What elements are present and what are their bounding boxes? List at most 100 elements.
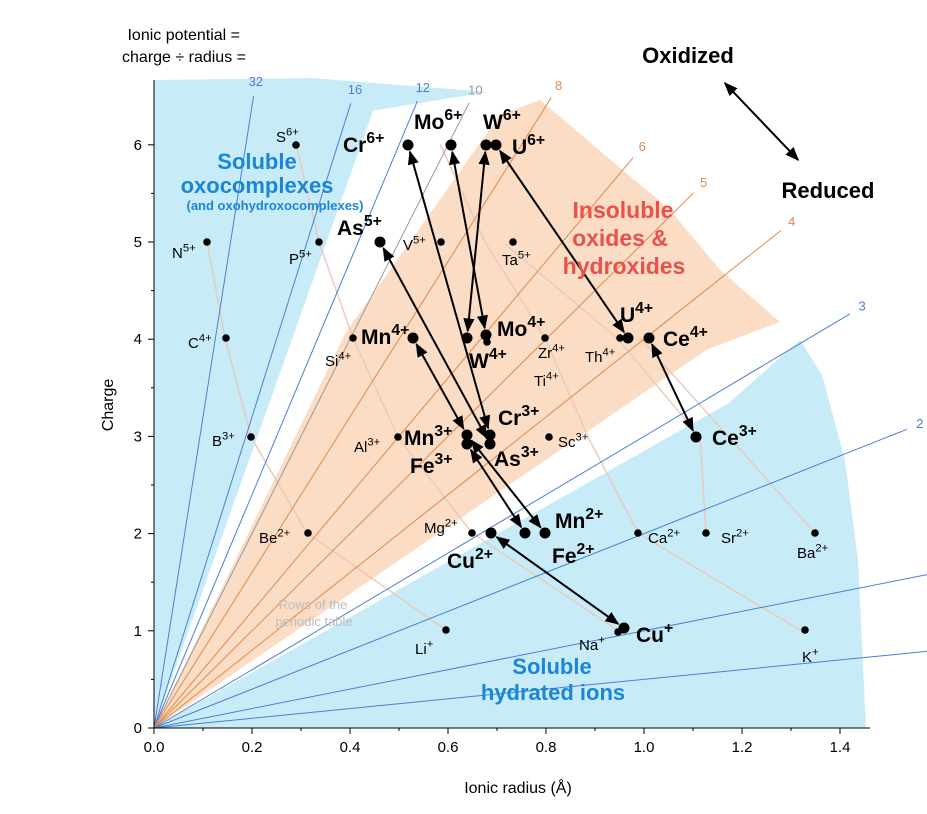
redox-arrow-Ce4-Ce3 xyxy=(651,343,694,432)
point-sr-2plus xyxy=(702,529,710,537)
point-n-5plus xyxy=(203,238,211,246)
label-charge: 3+ xyxy=(435,451,453,468)
label-element: Mn xyxy=(361,326,391,349)
point-ce-4plus xyxy=(643,332,655,344)
label-charge: 2+ xyxy=(445,518,458,530)
label-element: U xyxy=(620,304,635,327)
label-charge: 3+ xyxy=(367,437,380,449)
point-ba-2plus xyxy=(811,529,819,537)
point-li-plus xyxy=(442,626,450,634)
potential-label-12: 12 xyxy=(416,80,430,95)
x-axis-title: Ionic radius (Å) xyxy=(464,778,572,797)
y-tick-label: 6 xyxy=(134,137,142,154)
point-s-6plus xyxy=(292,141,300,149)
label-as-5plus: As5+ xyxy=(337,213,382,240)
potential-label-8: 8 xyxy=(555,78,562,93)
label-element: Fe xyxy=(552,545,577,568)
redox-arrow-U6-U4 xyxy=(499,149,625,334)
label-element: Mn xyxy=(404,427,434,450)
label-mo-6plus: Mo6+ xyxy=(414,107,462,134)
label-element: U xyxy=(512,136,527,159)
label-element: Zr xyxy=(538,345,552,362)
label-sr-2plus: Sr2+ xyxy=(721,528,749,547)
potential-label-16: 16 xyxy=(348,82,362,97)
label-cr-6plus: Cr6+ xyxy=(343,130,384,157)
label-mg-2plus: Mg2+ xyxy=(424,518,458,537)
label-charge: 4+ xyxy=(391,322,409,339)
legend-oxidized: Oxidized xyxy=(642,43,734,68)
potential-label-6: 6 xyxy=(639,139,646,154)
label-charge: 4+ xyxy=(690,324,708,341)
label-ca-2plus: Ca2+ xyxy=(648,528,680,547)
y-tick-label: 3 xyxy=(134,428,142,445)
label-charge: 5+ xyxy=(413,235,426,247)
region-oxo-title: Soluble xyxy=(217,149,296,174)
label-element: Th xyxy=(585,349,603,366)
point-mg-2plus xyxy=(468,529,476,537)
x-tick-label: 0.6 xyxy=(438,739,459,756)
y-tick-label: 1 xyxy=(134,623,142,640)
label-element: W xyxy=(469,350,489,373)
label-element: Ce xyxy=(663,328,690,351)
y-tick-label: 0 xyxy=(134,720,142,737)
point-cr-6plus xyxy=(402,139,414,151)
label-element: Si xyxy=(325,353,338,370)
x-tick-label: 1.2 xyxy=(732,739,753,756)
label-charge: 5+ xyxy=(299,249,312,261)
label-element: Mg xyxy=(424,520,445,537)
x-tick-label: 0.2 xyxy=(242,739,263,756)
point-cu-plus xyxy=(618,622,630,634)
label-charge: 4+ xyxy=(527,314,545,331)
label-charge: 2+ xyxy=(667,528,680,540)
point-k-plus xyxy=(801,626,809,634)
label-charge: 6+ xyxy=(444,107,462,124)
ion-points xyxy=(203,139,819,636)
label-mo-4plus: Mo4+ xyxy=(497,314,545,341)
label-element: Fe xyxy=(410,455,435,478)
label-element: Sc xyxy=(558,434,576,451)
label-fe-2plus: Fe2+ xyxy=(552,541,594,568)
label-charge: 4+ xyxy=(489,346,507,363)
label-element: As xyxy=(494,448,521,471)
label-element: Ti xyxy=(534,373,546,390)
label-element: P xyxy=(289,251,299,268)
label-u-6plus: U6+ xyxy=(512,132,545,159)
x-tick-label: 1.0 xyxy=(634,739,655,756)
label-charge: 6+ xyxy=(286,127,299,139)
label-ti-4plus: Ti4+ xyxy=(534,371,559,390)
label-zr-4plus: Zr4+ xyxy=(538,343,565,362)
label-al-3plus: Al3+ xyxy=(354,437,381,456)
label-s-6plus: S6+ xyxy=(276,127,299,146)
point-si-4plus xyxy=(349,334,357,342)
label-element: C xyxy=(188,335,199,352)
point-as-5plus xyxy=(374,236,386,248)
redox-arrow-Mn4-Mn3 xyxy=(415,342,465,431)
label-u-4plus: U4+ xyxy=(620,300,653,327)
y-tick-label: 4 xyxy=(134,331,142,348)
label-charge: 3+ xyxy=(434,423,452,440)
potential-label-5: 5 xyxy=(700,175,707,190)
label-th-4plus: Th4+ xyxy=(585,347,616,366)
label-c-4plus: C4+ xyxy=(188,333,212,352)
point-u-6plus xyxy=(490,139,502,151)
point-sc-3plus xyxy=(545,433,553,441)
label-element: As xyxy=(337,217,364,240)
potential-label-2: 2 xyxy=(916,416,923,431)
point-v-5plus xyxy=(437,238,445,246)
label-mn-3plus: Mn3+ xyxy=(404,423,452,450)
region-oxo-sub: (and oxohydroxocomplexes) xyxy=(187,198,364,213)
point-zr-4plus xyxy=(541,334,549,342)
point-fe-3plus xyxy=(461,438,473,450)
label-charge: 2+ xyxy=(585,506,603,523)
point-ce-3plus xyxy=(690,431,702,443)
label-element: Be xyxy=(259,530,277,547)
region-insoluble-line3: hydroxides xyxy=(563,253,686,279)
potential-label-3: 3 xyxy=(858,299,865,314)
label-charge: 4+ xyxy=(338,351,351,363)
x-tick-label: 0.0 xyxy=(144,739,165,756)
label-charge: 3+ xyxy=(739,423,757,440)
label-element: N xyxy=(172,245,183,262)
label-cr-3plus: Cr3+ xyxy=(498,403,539,430)
